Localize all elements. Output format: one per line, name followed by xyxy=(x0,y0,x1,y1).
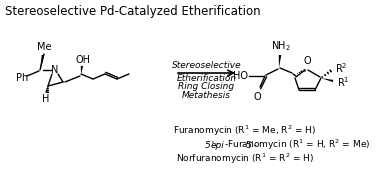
Text: 5’-: 5’- xyxy=(245,141,257,150)
Text: R$^2$: R$^2$ xyxy=(335,61,347,75)
Text: -Furanomycin (R$^1$ = H, R$^2$ = Me): -Furanomycin (R$^1$ = H, R$^2$ = Me) xyxy=(224,138,370,152)
Text: Furanomycin (R$^1$ = Me, R$^2$ = H): Furanomycin (R$^1$ = Me, R$^2$ = H) xyxy=(174,124,317,138)
Text: Stereoselective Pd-Catalyzed Etherification: Stereoselective Pd-Catalyzed Etherificat… xyxy=(5,5,260,18)
Text: Me: Me xyxy=(37,42,51,52)
Text: N: N xyxy=(51,65,59,75)
Text: HO: HO xyxy=(233,71,248,81)
Text: H: H xyxy=(42,94,50,104)
Text: OH: OH xyxy=(76,55,90,65)
Text: Ph: Ph xyxy=(16,73,28,83)
Polygon shape xyxy=(81,66,83,74)
Text: Metathesis: Metathesis xyxy=(182,91,231,100)
Text: NH$_2$: NH$_2$ xyxy=(271,39,291,53)
Text: Etherification: Etherification xyxy=(177,74,237,83)
Text: epi: epi xyxy=(211,141,225,150)
Text: Ring Closing: Ring Closing xyxy=(178,82,235,91)
Polygon shape xyxy=(40,55,44,70)
Text: R$^1$: R$^1$ xyxy=(337,75,350,89)
Text: Stereoselective: Stereoselective xyxy=(172,61,241,70)
Text: O: O xyxy=(253,92,261,102)
Text: O: O xyxy=(303,56,311,66)
Text: Norfuranomycin (R$^1$ = R$^2$ = H): Norfuranomycin (R$^1$ = R$^2$ = H) xyxy=(176,152,314,166)
Polygon shape xyxy=(321,78,333,82)
Polygon shape xyxy=(279,55,281,68)
Text: 5’-: 5’- xyxy=(205,141,218,150)
